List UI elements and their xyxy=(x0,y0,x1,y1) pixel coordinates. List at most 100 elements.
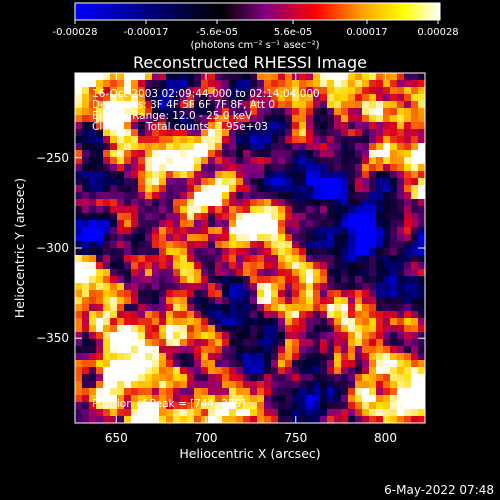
heatmap-cell xyxy=(159,192,167,200)
heatmap-cell xyxy=(306,395,314,403)
heatmap-cell xyxy=(362,388,370,396)
heatmap-cell xyxy=(271,213,279,221)
heatmap-cell xyxy=(103,325,111,333)
heatmap-cell xyxy=(411,185,419,193)
heatmap-cell xyxy=(103,87,111,95)
heatmap-cell xyxy=(110,248,118,256)
chart-title: Reconstructed RHESSI Image xyxy=(133,53,367,72)
heatmap-cell xyxy=(173,374,181,382)
heatmap-cell xyxy=(397,220,405,228)
heatmap-cell xyxy=(103,395,111,403)
heatmap-cell xyxy=(201,395,209,403)
heatmap-cell xyxy=(75,157,83,165)
heatmap-cell xyxy=(173,171,181,179)
heatmap-cell xyxy=(362,353,370,361)
heatmap-cell xyxy=(145,234,153,242)
heatmap-cell xyxy=(390,416,398,423)
heatmap-cell xyxy=(341,108,349,116)
heatmap-cell xyxy=(159,136,167,144)
heatmap-cell xyxy=(411,416,419,423)
heatmap-cell xyxy=(75,325,83,333)
heatmap-cell xyxy=(369,402,377,410)
heatmap-cell xyxy=(327,395,335,403)
heatmap-cell xyxy=(320,143,328,151)
heatmap-cell xyxy=(250,395,258,403)
heatmap-cell xyxy=(145,129,153,137)
heatmap-cell xyxy=(117,157,125,165)
heatmap-cell xyxy=(348,199,356,207)
heatmap-cell xyxy=(173,304,181,312)
heatmap-cell xyxy=(383,241,391,249)
heatmap-cell xyxy=(124,157,132,165)
heatmap-cell xyxy=(124,283,132,291)
heatmap-cell xyxy=(201,346,209,354)
heatmap-cell xyxy=(327,171,335,179)
heatmap-cell xyxy=(173,325,181,333)
heatmap-cell xyxy=(411,346,419,354)
heatmap-cell xyxy=(306,80,314,88)
heatmap-cell xyxy=(89,94,97,102)
heatmap-cell xyxy=(369,206,377,214)
heatmap-cell xyxy=(222,297,230,305)
heatmap-cell xyxy=(201,171,209,179)
heatmap-cell xyxy=(166,185,174,193)
heatmap-cell xyxy=(75,73,83,81)
heatmap-cell xyxy=(299,367,307,375)
heatmap-cell xyxy=(166,269,174,277)
heatmap-cell xyxy=(110,136,118,144)
heatmap-cell xyxy=(215,108,223,116)
heatmap-cell xyxy=(355,402,363,410)
heatmap-cell xyxy=(75,255,83,263)
heatmap-cell xyxy=(411,395,419,403)
heatmap-cell xyxy=(201,115,209,123)
heatmap-cell xyxy=(243,381,251,389)
heatmap-cell xyxy=(278,416,286,423)
heatmap-cell xyxy=(411,150,419,158)
heatmap-cell xyxy=(208,360,216,368)
heatmap-cell xyxy=(138,157,146,165)
heatmap-cell xyxy=(264,290,272,298)
heatmap-cell xyxy=(285,199,293,207)
heatmap-cell xyxy=(299,234,307,242)
heatmap-cell xyxy=(159,108,167,116)
heatmap-cell xyxy=(264,73,272,81)
heatmap-cell xyxy=(89,339,97,347)
heatmap-cell xyxy=(369,171,377,179)
heatmap-cell xyxy=(418,304,425,312)
heatmap-cell xyxy=(299,150,307,158)
heatmap-cell xyxy=(96,185,104,193)
heatmap-cell xyxy=(103,402,111,410)
heatmap-cell xyxy=(138,381,146,389)
heatmap-cell xyxy=(145,304,153,312)
heatmap-cell xyxy=(229,143,237,151)
heatmap-cell xyxy=(271,276,279,284)
heatmap-cell xyxy=(173,122,181,130)
heatmap-cell xyxy=(320,157,328,165)
heatmap-cell xyxy=(418,164,425,172)
heatmap-cell xyxy=(131,346,139,354)
heatmap-cell xyxy=(250,332,258,340)
heatmap-cell xyxy=(180,360,188,368)
heatmap-cell xyxy=(278,388,286,396)
heatmap-cell xyxy=(411,409,419,417)
heatmap-cell xyxy=(313,325,321,333)
heatmap-cell xyxy=(355,346,363,354)
heatmap-cell xyxy=(299,73,307,81)
heatmap-cell xyxy=(117,395,125,403)
heatmap-cell xyxy=(82,402,90,410)
heatmap-cell xyxy=(383,143,391,151)
heatmap-cell xyxy=(229,269,237,277)
heatmap-cell xyxy=(390,122,398,130)
heatmap-cell xyxy=(376,381,384,389)
heatmap-cell xyxy=(397,129,405,137)
heatmap-cell xyxy=(152,73,160,81)
heatmap-cell xyxy=(334,87,342,95)
heatmap-cell xyxy=(103,262,111,270)
heatmap-cell xyxy=(208,199,216,207)
heatmap-cell xyxy=(299,136,307,144)
heatmap-cell xyxy=(180,87,188,95)
heatmap-cell xyxy=(159,234,167,242)
heatmap-cell xyxy=(250,388,258,396)
heatmap-cell xyxy=(299,255,307,263)
heatmap-cell xyxy=(215,143,223,151)
